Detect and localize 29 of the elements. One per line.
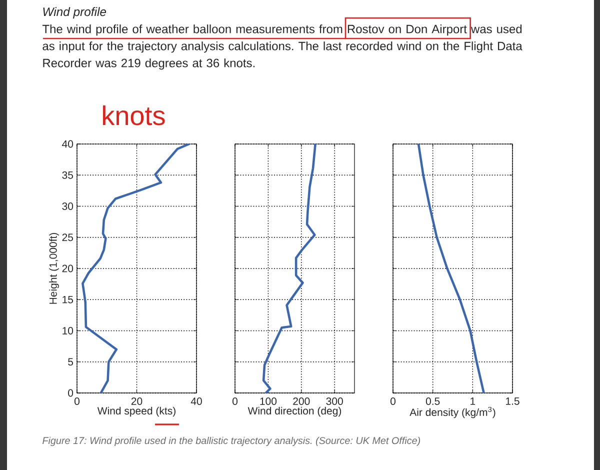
x-tick-label: 200 (293, 398, 310, 405)
x-axis-title: Wind direction (deg) (248, 406, 342, 417)
y-tick-label: 15 (62, 296, 74, 304)
x-tick-label: 300 (326, 398, 343, 405)
line-series (82, 144, 190, 393)
x-tick-label: 40 (190, 398, 202, 405)
x-tick-label: 0.5 (426, 398, 440, 405)
x-tick-label: 0 (232, 398, 238, 405)
y-axis-title: Height (1,000ft) (49, 232, 59, 304)
x-tick-label: 20 (131, 398, 142, 405)
y-tick-label: 25 (62, 234, 74, 242)
caption: Figure 17: Wind profile used in the ballistic trajectory analysis. (Source: UK Met Office) (42, 436, 420, 446)
x-tick-label: 1.5 (506, 398, 520, 405)
y-tick-label: 0 (68, 389, 74, 397)
text: The wind profile of weather balloon measurements from Rostov on Don Airport was used as input for the trajectory analysis calculations. The last recorded wind on the Flight Data Recorder was 219 degrees at 36 knots. (42, 24, 522, 70)
x-axis-title: Air density (kg/m$^{3}$) (410, 406, 496, 418)
text: knots (103, 105, 165, 126)
x-tick-label: 100 (260, 398, 277, 405)
chart-title: Wind profile (43, 7, 106, 19)
x-tick-label: 0 (390, 398, 396, 405)
x-tick-label: 1 (470, 398, 476, 405)
y-tick-label: 40 (62, 140, 74, 148)
y-tick-label: 5 (68, 358, 74, 366)
x-axis-title: Wind speed (kts) (97, 406, 176, 417)
x-tick-label: 0 (74, 398, 80, 405)
y-tick-label: 10 (62, 327, 74, 334)
y-tick-label: 35 (62, 171, 74, 179)
y-tick-label: 20 (62, 264, 74, 272)
y-tick-label: 30 (62, 202, 74, 210)
